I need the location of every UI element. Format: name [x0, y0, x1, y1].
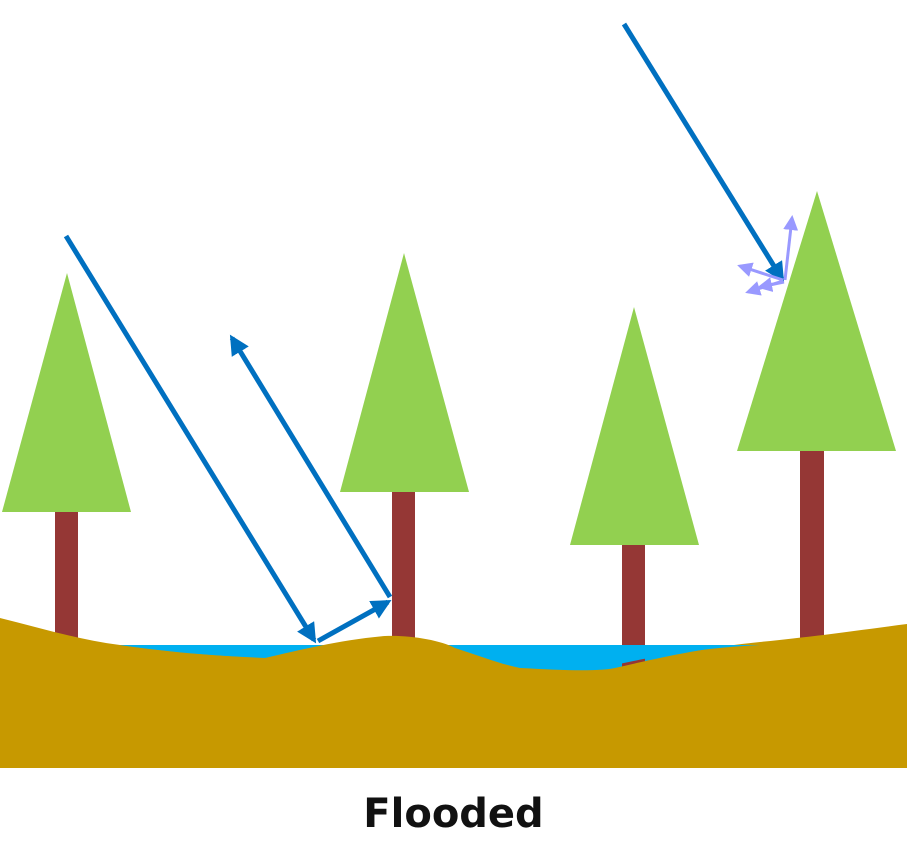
ground: [0, 618, 907, 768]
water-surface-left: [120, 645, 300, 657]
tree-3: [570, 307, 699, 671]
tree-trunk: [800, 446, 824, 646]
tree-1: [2, 273, 131, 648]
incident-ray-double-bounce: [63, 234, 317, 644]
incident-ray-canopy: [621, 22, 785, 283]
tree-trunk: [392, 488, 415, 648]
tree-trunk: [55, 508, 78, 648]
scatter-arrow-left: [737, 262, 784, 282]
tree-4: [737, 191, 896, 646]
tree-canopy: [570, 307, 699, 545]
tree-canopy: [737, 191, 896, 451]
tree-2: [340, 253, 469, 648]
scatter-arrow-lower: [757, 277, 785, 292]
water-surface-right: [455, 645, 760, 667]
ground-to-trunk-ray: [316, 599, 392, 644]
canopy-scatter-arrows: [737, 215, 799, 296]
return-ray-double-bounce: [229, 334, 393, 599]
scatter-arrow-up: [783, 215, 799, 281]
diagram-caption: Flooded: [363, 791, 544, 837]
tree-trunk: [622, 541, 645, 671]
tree-canopy: [2, 273, 131, 512]
tree-canopy: [340, 253, 469, 492]
